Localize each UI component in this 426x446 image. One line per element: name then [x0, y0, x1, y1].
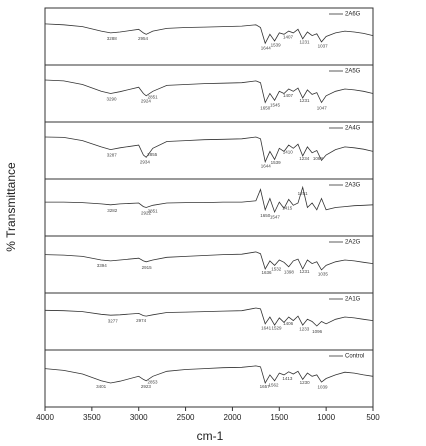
peak-label: 1234 — [299, 156, 310, 161]
peak-label: 1230 — [300, 380, 311, 385]
x-tick-label: 1000 — [317, 413, 335, 422]
spectrum-line — [44, 136, 374, 164]
peak-label: 2855 — [147, 152, 158, 157]
peak-label: 1657 — [260, 384, 271, 389]
peak-label: 3401 — [96, 384, 107, 389]
peak-label: 1047 — [317, 105, 328, 110]
x-tick-label: 1500 — [270, 413, 288, 422]
peak-label: 3290 — [107, 97, 118, 102]
peak-label: 3282 — [107, 208, 118, 213]
spectrum-line — [44, 23, 374, 45]
spectrum-line — [44, 251, 374, 271]
peak-label: 1251 — [298, 191, 309, 196]
peak-label: 1231 — [299, 269, 310, 274]
legend-label: 2A5G — [345, 69, 361, 75]
peak-label: 1410 — [283, 150, 294, 155]
spectrum-line — [45, 185, 374, 214]
peak-label: 2954 — [138, 36, 149, 41]
peak-label: 3288 — [107, 36, 118, 41]
x-axis-label: cm-1 — [197, 429, 224, 443]
peak-label: 1231 — [299, 39, 310, 44]
peak-label: 1636 — [262, 270, 273, 275]
plot-frame — [44, 7, 374, 408]
x-tick-label: 4000 — [36, 413, 54, 422]
peak-label: 1539 — [271, 160, 282, 165]
peak-label: 1529 — [272, 325, 283, 330]
x-tick-label: 2500 — [177, 413, 195, 422]
peak-label: 2934 — [140, 159, 151, 164]
peak-label: 1532 — [271, 267, 282, 272]
x-tick-label: 3500 — [83, 413, 101, 422]
peak-label: 1641 — [261, 326, 272, 331]
peak-label: 1406 — [283, 321, 294, 326]
peak-label: 2922 — [141, 211, 152, 216]
peak-label: 1233 — [299, 326, 310, 331]
legend-label: 2A2G — [345, 240, 361, 246]
peak-label: 1539 — [271, 42, 282, 47]
peak-label: 2923 — [141, 384, 152, 389]
peak-label: 2851 — [148, 95, 159, 100]
legend-label: 2A6G — [345, 12, 361, 18]
legend-label: 2A4G — [345, 126, 361, 132]
spectrum-line — [44, 79, 374, 104]
peak-label: 1037 — [318, 44, 329, 49]
peak-label: 1398 — [284, 270, 295, 275]
peak-label: 1039 — [317, 384, 328, 389]
peak-label: 2915 — [142, 265, 153, 270]
spectrum-line — [44, 365, 374, 385]
peak-label: 1547 — [270, 215, 281, 220]
spectrum-line — [44, 307, 374, 327]
legend-label: Control — [345, 354, 364, 360]
x-tick-label: 2000 — [224, 413, 242, 422]
x-tick-label: 3000 — [130, 413, 148, 422]
peak-label: 1231 — [299, 98, 310, 103]
peak-label: 1035 — [318, 272, 329, 277]
peak-label: 1644 — [261, 164, 272, 169]
peak-label: 1415 — [282, 205, 293, 210]
legend-label: 2A3G — [345, 183, 361, 189]
peak-label: 1545 — [270, 103, 281, 108]
peak-label: 3287 — [107, 153, 118, 158]
y-axis-label: % Transmittance — [4, 162, 18, 252]
peak-label: 3394 — [97, 263, 108, 268]
peak-label: 1088 — [313, 156, 324, 161]
peak-label: 1650 — [260, 213, 271, 218]
x-tick-label: 500 — [366, 413, 380, 422]
peak-label: 1644 — [261, 45, 272, 50]
peak-label: 1413 — [282, 376, 293, 381]
peak-label: 1407 — [283, 35, 294, 40]
legend-label: 2A1G — [345, 297, 361, 303]
peak-label: 2924 — [141, 99, 152, 104]
peak-label: 3277 — [108, 318, 119, 323]
peak-label: 1096 — [312, 329, 323, 334]
peak-label: 2974 — [136, 318, 147, 323]
peak-label: 1562 — [268, 383, 279, 388]
peak-label: 1407 — [283, 93, 294, 98]
peak-label: 2853 — [147, 380, 158, 385]
peak-label: 1650 — [260, 106, 271, 111]
peak-label: 2851 — [148, 208, 159, 213]
